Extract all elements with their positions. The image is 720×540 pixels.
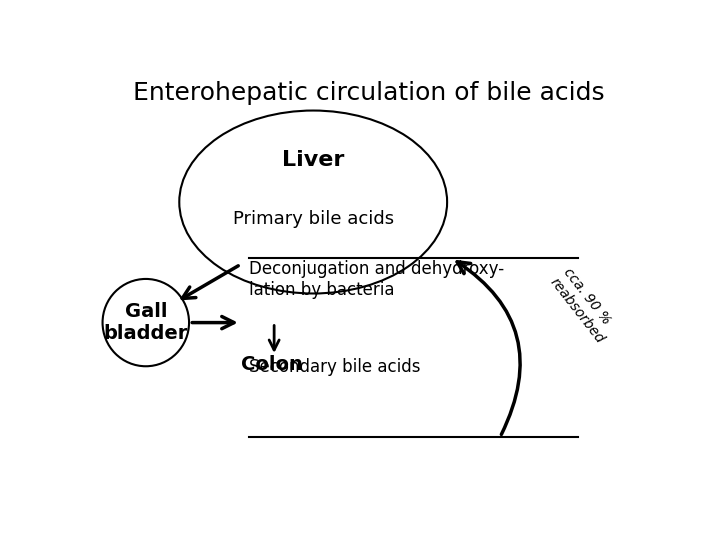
Text: Gall
bladder: Gall bladder [104,302,188,343]
Text: Colon: Colon [240,355,302,374]
Text: Primary bile acids: Primary bile acids [233,210,394,228]
Text: Deconjugation and dehydroxy-
lation by bacteria: Deconjugation and dehydroxy- lation by b… [249,260,504,299]
FancyArrowPatch shape [457,262,520,435]
Text: Secondary bile acids: Secondary bile acids [249,358,420,376]
Text: Enterohepatic circulation of bile acids: Enterohepatic circulation of bile acids [133,82,605,105]
Text: Liver: Liver [282,151,344,171]
Text: cca. 90 %
reabsorbed: cca. 90 % reabsorbed [547,266,620,346]
